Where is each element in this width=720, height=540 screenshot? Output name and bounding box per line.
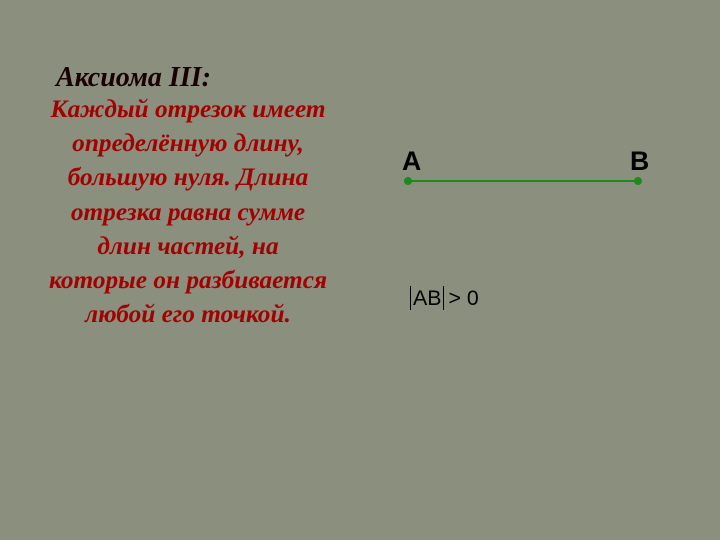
axiom-title: Аксиома III:	[56, 62, 211, 94]
slide: Аксиома III: Каждый отрезок имеет опреде…	[0, 0, 720, 540]
length-formula: АВ> 0	[410, 286, 479, 311]
segment-line	[408, 180, 638, 182]
endpoint-a	[404, 177, 412, 185]
formula-inequality: > 0	[448, 286, 478, 311]
formula-segment: АВ	[410, 286, 444, 310]
point-label-a: А	[402, 146, 421, 177]
segment-diagram: А В	[408, 150, 638, 190]
point-label-b: В	[630, 146, 649, 177]
axiom-body: Каждый отрезок имеет определённую длину,…	[48, 92, 328, 331]
endpoint-b	[634, 177, 642, 185]
